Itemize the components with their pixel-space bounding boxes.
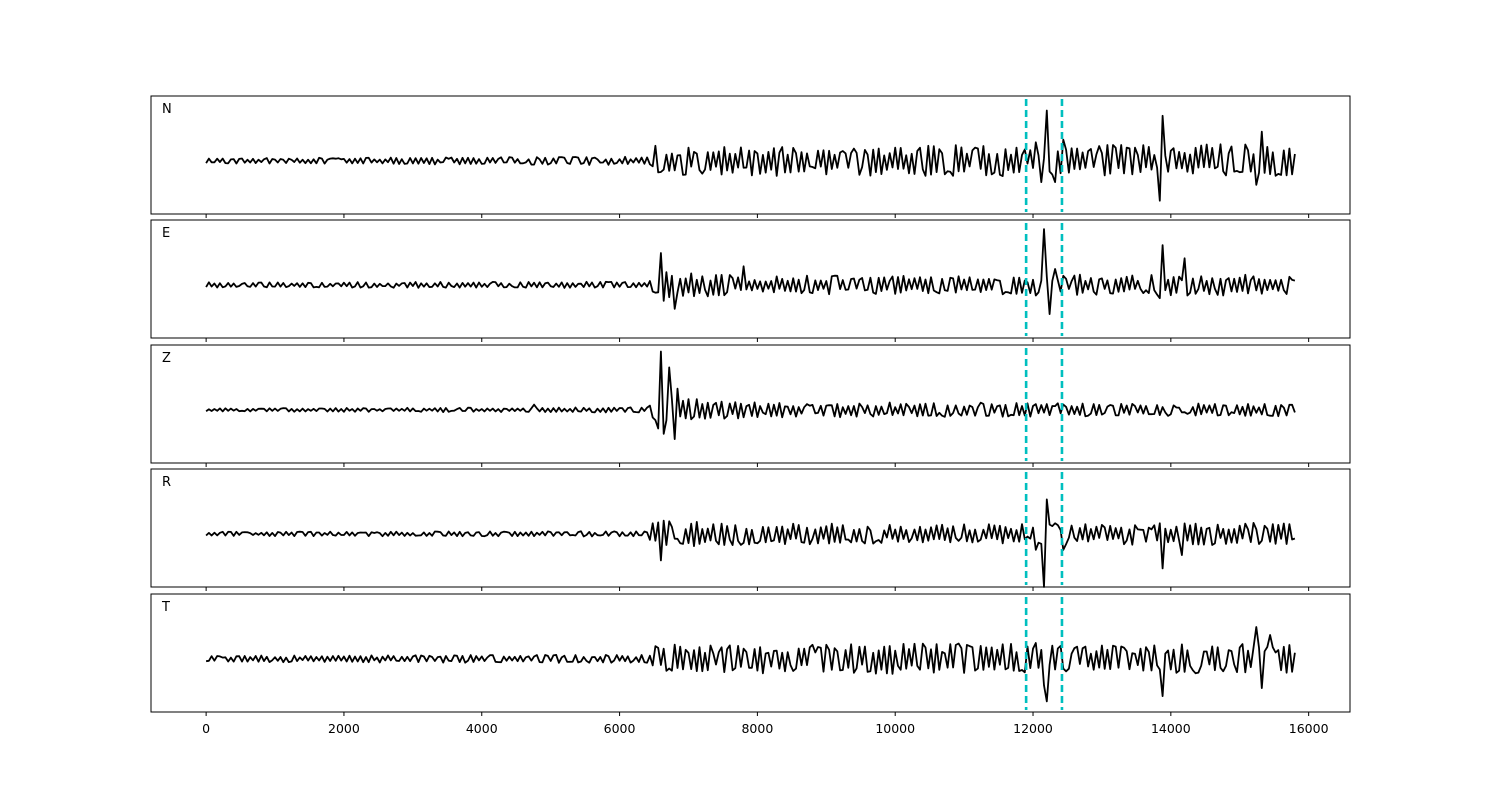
waveform-trace	[205, 228, 1296, 315]
panel-label: E	[162, 226, 170, 241]
waveform-trace	[205, 498, 1296, 588]
panel-frame	[150, 95, 1351, 215]
x-tick-label: 10000	[875, 721, 915, 736]
x-tick-label: 0	[202, 721, 210, 736]
x-tick-label: 14000	[1151, 721, 1191, 736]
panel-t: T	[150, 593, 1351, 716]
panel-label: R	[162, 475, 171, 490]
x-axis: 0 2000 4000 6000 8000 10000 12000 14000 16000	[202, 721, 1328, 736]
x-tick-label: 16000	[1289, 721, 1329, 736]
panel-z: Z	[150, 344, 1351, 467]
waveform-trace	[205, 626, 1296, 703]
x-tick-label: 12000	[1013, 721, 1053, 736]
x-tick-label: 8000	[741, 721, 773, 736]
panel-label: N	[162, 102, 172, 117]
x-tick-label: 6000	[604, 721, 636, 736]
panel-label: Z	[162, 351, 171, 366]
waveform-trace	[205, 109, 1296, 202]
x-tick-label: 4000	[466, 721, 498, 736]
waveform-trace	[205, 350, 1296, 440]
panel-n: N	[150, 95, 1351, 218]
panel-label: T	[161, 600, 170, 615]
panel-frame	[150, 219, 1351, 339]
panel-frame	[150, 468, 1351, 588]
panel-e: E	[150, 219, 1351, 342]
panel-r: R	[150, 468, 1351, 591]
panel-frame	[150, 344, 1351, 464]
panel-frame	[150, 593, 1351, 713]
panels-layer: N E Z R T	[150, 95, 1351, 716]
x-tick-label: 2000	[328, 721, 360, 736]
